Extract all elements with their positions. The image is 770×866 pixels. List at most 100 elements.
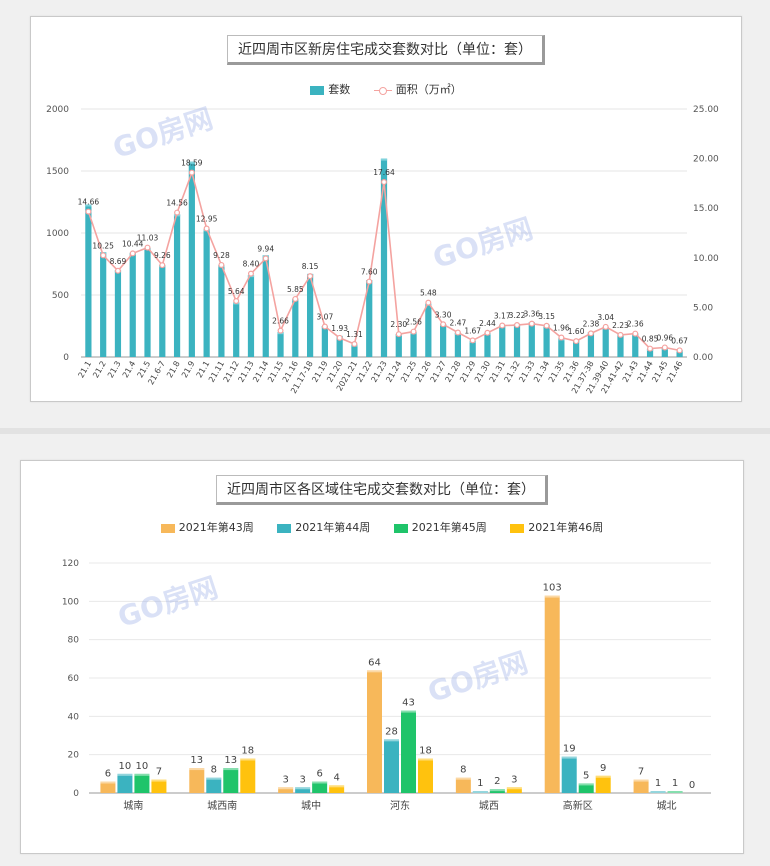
legend-swatch-line — [373, 86, 392, 95]
data-label: 10 — [119, 761, 132, 772]
bar-cap — [595, 775, 611, 778]
line-point — [247, 270, 254, 277]
data-label: 1.93 — [331, 324, 348, 333]
data-label: 19 — [563, 744, 576, 755]
line-point — [514, 322, 521, 329]
data-label: 6 — [105, 769, 111, 780]
bar — [306, 273, 314, 357]
y-tick: 0 — [73, 789, 79, 799]
line-point — [573, 338, 580, 345]
chart-title-2: 近四周市区各区域住宅成交套数对比（单位：套） — [216, 475, 548, 505]
bar — [561, 756, 577, 793]
line-point — [484, 329, 491, 336]
bar-cap — [134, 773, 150, 776]
legend-2: 2021年第43周 2021年第44周 2021年第45周 2021年第46周 — [21, 519, 743, 535]
data-label: 12.95 — [196, 215, 218, 224]
data-label: 2.44 — [479, 319, 496, 328]
bar — [189, 768, 205, 793]
data-label: 17.64 — [373, 168, 395, 177]
legend-label-line: 面积（万㎡） — [395, 83, 462, 96]
legend-label-w44: 2021年第44周 — [295, 521, 371, 534]
bar — [506, 787, 522, 793]
y-tick: 20 — [68, 751, 80, 761]
data-label: 3.17 — [494, 312, 511, 321]
y-tick-left: 0 — [63, 353, 69, 363]
x-tick: 城北 — [657, 800, 677, 812]
y-tick-left: 2000 — [46, 105, 69, 115]
y-tick-right: 5.00 — [693, 303, 713, 313]
line-point — [233, 298, 240, 305]
bar-cap — [455, 777, 471, 780]
legend-item-w46[interactable]: 2021年第46周 — [510, 519, 603, 535]
bar — [329, 785, 345, 793]
x-tick: 河东 — [390, 799, 410, 812]
y-tick: 60 — [68, 674, 80, 684]
legend-label-w46: 2021年第46周 — [528, 521, 604, 534]
bar — [85, 204, 92, 357]
x-tick: 21.8 — [165, 360, 182, 380]
bar — [100, 252, 107, 357]
line-point — [499, 322, 506, 329]
legend-1: 套数 面积（万㎡） — [31, 81, 741, 97]
x-tick: 21.9 — [180, 360, 197, 380]
y-tick-left: 1000 — [46, 229, 69, 239]
data-label: 7 — [156, 767, 162, 778]
data-label: 3.04 — [597, 313, 614, 322]
data-label: 7.60 — [361, 268, 378, 277]
data-label: 0 — [689, 780, 695, 791]
line-point — [469, 337, 476, 344]
chart-title-1: 近四周市区新房住宅成交套数对比（单位：套） — [227, 35, 545, 65]
data-label: 14.66 — [78, 198, 100, 207]
legend-label-w43: 2021年第43周 — [178, 521, 254, 534]
data-label: 13 — [190, 755, 203, 766]
legend-item-w45[interactable]: 2021年第45周 — [393, 519, 487, 535]
bar-cap — [223, 768, 239, 771]
bar — [418, 758, 433, 793]
bar — [469, 340, 476, 357]
bar — [543, 324, 550, 357]
bar-cap — [650, 791, 666, 794]
line-point — [454, 329, 461, 336]
data-label: 8 — [211, 765, 217, 776]
bar — [129, 252, 136, 357]
data-label: 3.07 — [317, 313, 334, 322]
line-point — [676, 347, 683, 354]
bar — [117, 773, 133, 793]
legend-item-w44[interactable]: 2021年第44周 — [277, 519, 370, 535]
bar — [233, 302, 240, 357]
data-label: 5.64 — [228, 287, 245, 296]
line-point — [617, 331, 624, 338]
line-point — [262, 255, 269, 262]
bar-cap — [188, 161, 195, 164]
bar — [676, 350, 683, 357]
bar — [292, 298, 299, 357]
bar-cap — [667, 791, 683, 794]
bar — [295, 787, 311, 793]
line-point — [321, 323, 328, 330]
bar-cap — [189, 768, 205, 771]
bar — [558, 338, 565, 357]
line-point — [307, 273, 314, 280]
y-tick: 120 — [62, 559, 79, 569]
legend-item-w43[interactable]: 2021年第43周 — [160, 519, 254, 535]
bar — [203, 229, 210, 357]
bar — [277, 332, 284, 357]
bar-cap — [329, 785, 345, 788]
data-label: 1.60 — [568, 327, 585, 336]
bar — [218, 265, 225, 357]
bar-cap — [240, 758, 256, 761]
line-point — [395, 331, 402, 338]
bar-cap — [380, 158, 388, 161]
bar — [646, 348, 654, 357]
line-point — [661, 344, 668, 351]
data-label: 9.94 — [257, 244, 274, 253]
line-point — [203, 225, 210, 232]
data-label: 3.15 — [538, 312, 555, 321]
legend-swatch-w45 — [393, 523, 408, 533]
bar — [159, 265, 166, 357]
bar — [173, 214, 181, 357]
data-label: 10.44 — [122, 239, 144, 248]
data-label: 0.67 — [671, 336, 688, 345]
legend-item-line[interactable]: 面积（万㎡） — [373, 81, 462, 97]
legend-item-bar[interactable]: 套数 — [310, 81, 350, 97]
